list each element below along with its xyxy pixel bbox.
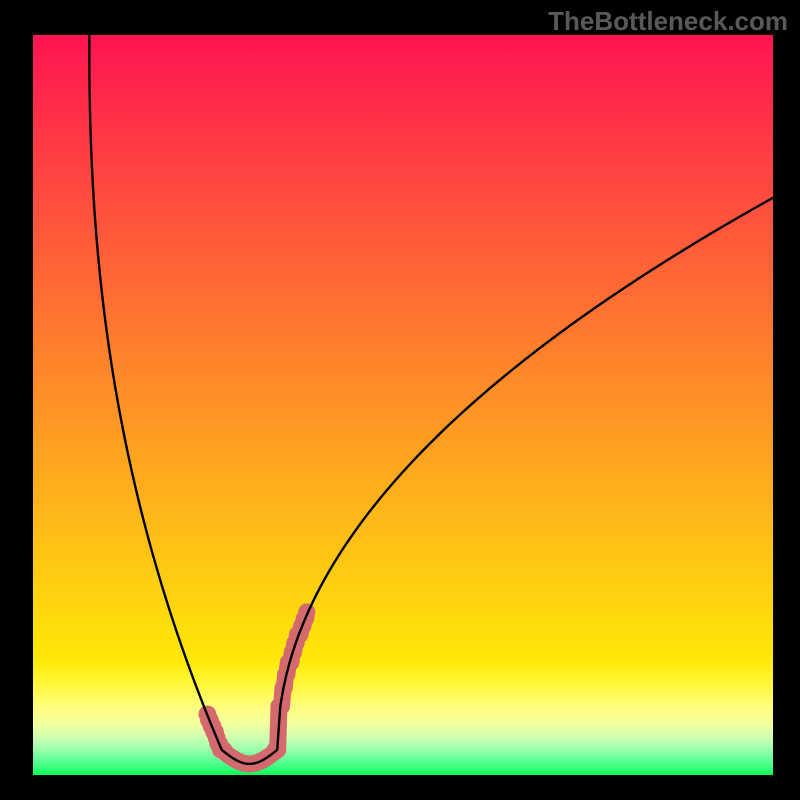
chart-container: TheBottleneck.com	[0, 0, 800, 800]
watermark-text: TheBottleneck.com	[548, 6, 788, 37]
gradient-background	[33, 35, 773, 775]
bottleneck-chart	[33, 35, 773, 775]
